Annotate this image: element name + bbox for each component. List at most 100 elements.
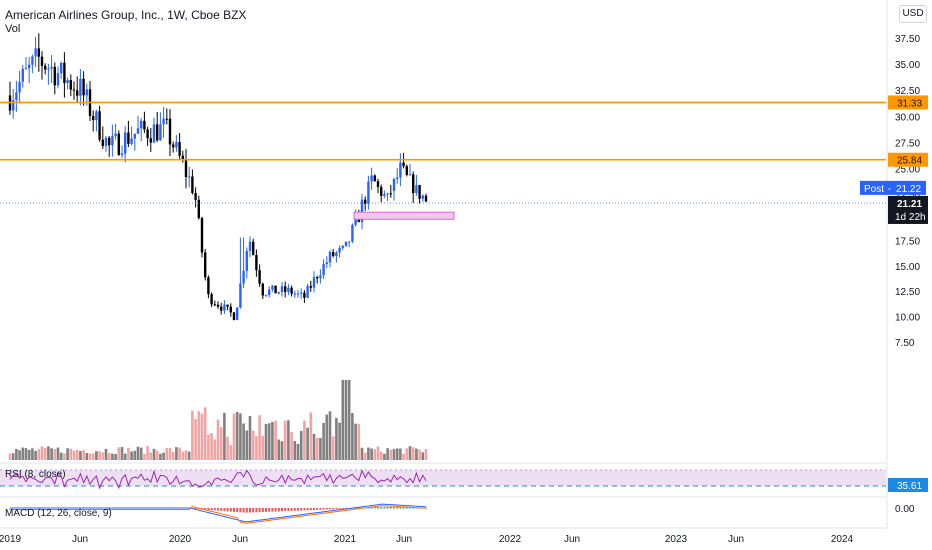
macd-histogram-bar xyxy=(287,508,290,512)
volume-bar xyxy=(255,436,258,460)
candle-body xyxy=(133,133,136,139)
volume-bar xyxy=(85,453,89,460)
volume-bar xyxy=(197,411,201,460)
candle-body xyxy=(245,250,248,271)
volume-bar xyxy=(226,436,229,460)
volume-bar xyxy=(72,450,76,460)
support-zone[interactable] xyxy=(353,211,455,220)
candle-body xyxy=(306,286,309,298)
candle-body xyxy=(127,132,130,144)
macd-histogram-bar xyxy=(252,508,255,513)
countdown-value: 1d 22h xyxy=(895,212,926,223)
candle-body xyxy=(24,68,28,70)
candle-body xyxy=(421,195,424,199)
volume-bar xyxy=(11,453,15,460)
last-price-tag xyxy=(888,195,928,224)
volume-bar xyxy=(88,453,92,460)
candle-body xyxy=(319,275,322,279)
price-tick-label: 17.50 xyxy=(895,237,920,248)
macd-histogram-bar xyxy=(389,506,392,509)
candle-body xyxy=(242,270,245,284)
candle-body xyxy=(104,137,108,146)
volume-bar xyxy=(31,448,34,460)
volume-bar xyxy=(178,447,181,460)
macd-histogram-bar xyxy=(332,508,335,510)
candle-body xyxy=(85,89,88,96)
candle-body xyxy=(69,79,72,90)
candle-body xyxy=(325,262,328,265)
volume-bar xyxy=(216,419,220,460)
volume-bar xyxy=(347,380,351,460)
candle-body xyxy=(412,174,415,194)
candle-body xyxy=(271,285,274,290)
volume-bar xyxy=(200,413,204,460)
time-tick-label: 2022 xyxy=(499,534,522,545)
time-tick-label: Jun xyxy=(564,534,580,545)
volume-bar xyxy=(117,447,121,460)
macd-histogram-bar xyxy=(271,508,274,512)
macd-histogram-bar xyxy=(345,508,347,509)
candle-body xyxy=(165,118,168,120)
candle-body xyxy=(146,129,149,139)
candle-body xyxy=(194,193,197,200)
candle-body xyxy=(156,124,159,141)
candles xyxy=(8,33,428,321)
candle-body xyxy=(136,128,140,134)
candle-body xyxy=(44,65,47,70)
level-line-high-value: 31.33 xyxy=(897,98,922,109)
volume-bar xyxy=(56,447,60,460)
volume-bar xyxy=(424,448,428,460)
rsi-band xyxy=(0,470,886,486)
candle-body xyxy=(383,194,386,196)
volume-bar xyxy=(187,451,191,460)
volume-bar xyxy=(303,420,306,460)
macd-histogram-bar xyxy=(261,508,264,513)
volume-bar xyxy=(130,451,133,460)
candle-body xyxy=(367,181,370,204)
candle-body xyxy=(207,277,210,295)
macd-tick-label: 0.00 xyxy=(895,504,915,515)
candle-body xyxy=(72,89,76,91)
macd-histogram-bar xyxy=(277,508,280,512)
candle-body xyxy=(15,92,18,101)
candle-body xyxy=(341,245,344,248)
candle-body xyxy=(261,283,264,296)
volume-bar xyxy=(149,452,153,460)
level-line-low-tag xyxy=(888,152,928,167)
macd-histogram-bar xyxy=(380,506,383,509)
candle-body xyxy=(424,195,428,202)
time-tick-label: Jun xyxy=(396,534,412,545)
macd-histogram-bar xyxy=(319,508,322,510)
candle-body xyxy=(344,241,348,246)
price-tick-label: 7.50 xyxy=(895,338,915,349)
volume-bar xyxy=(248,415,252,460)
volume-bar xyxy=(331,436,335,460)
volume-bars xyxy=(8,380,428,460)
macd-histogram-bar xyxy=(239,508,242,513)
candle-body xyxy=(252,241,255,256)
macd-histogram-bar xyxy=(399,507,402,509)
candle-body xyxy=(175,142,178,148)
volume-bar xyxy=(370,448,373,460)
candle-body xyxy=(31,56,34,65)
volume-bar xyxy=(315,437,319,460)
macd-histogram-bar xyxy=(213,508,216,511)
price-tick-label: 30.00 xyxy=(895,112,920,123)
macd-histogram-bar xyxy=(242,508,245,513)
volume-bar xyxy=(171,452,175,460)
candle-body xyxy=(66,79,69,84)
currency-button[interactable]: USD xyxy=(899,5,927,23)
macd-histogram-bar xyxy=(233,508,235,512)
volume-bar xyxy=(271,421,274,460)
candle-body xyxy=(396,177,399,179)
volume-bar xyxy=(133,450,137,460)
macd-histogram-bar xyxy=(300,508,303,511)
candle-body xyxy=(226,304,229,307)
macd-histogram-bar xyxy=(274,508,277,512)
volume-bar xyxy=(114,453,117,460)
volume-bar xyxy=(415,448,418,460)
candle-body xyxy=(101,139,104,146)
rsi-line xyxy=(9,469,427,490)
candle-body xyxy=(47,68,50,70)
